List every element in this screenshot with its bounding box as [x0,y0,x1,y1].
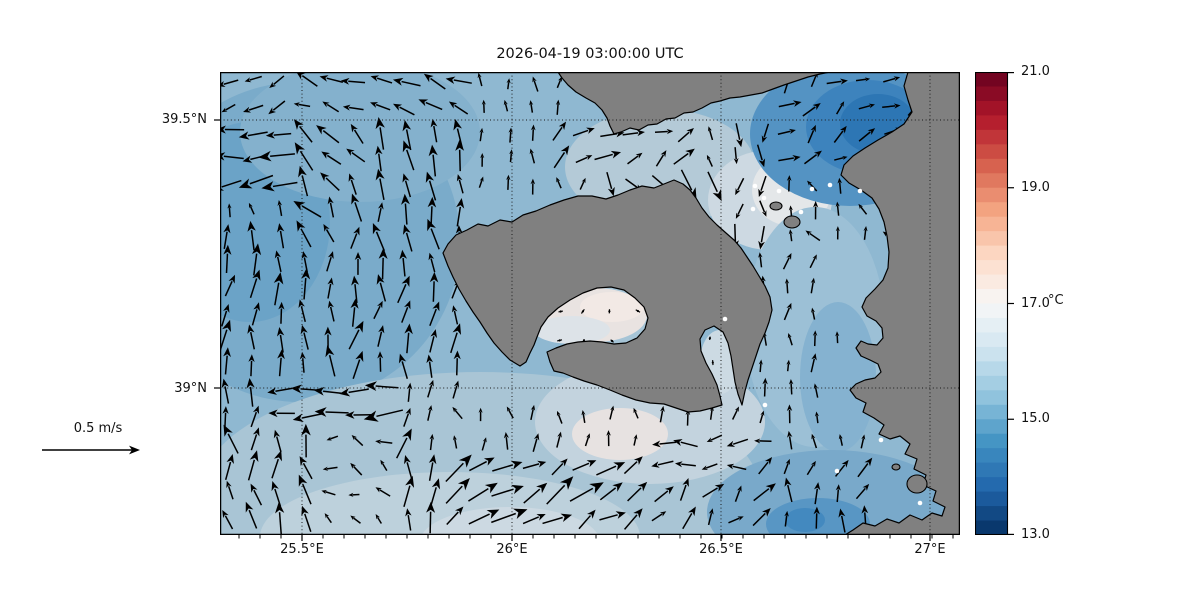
x-tick-label-26e: 26°E [496,542,528,557]
plot-title: 2026-04-19 03:00:00 UTC [496,46,684,62]
colorbar-tick-label: 19.0 [1021,179,1050,195]
x-tick-label-25-5e: 25.5°E [280,542,324,557]
reference-arrow [42,445,140,455]
y-tick-label-39-5n: 39.5°N [161,112,207,127]
map-plot-area [220,72,960,535]
y-axis-ticks [214,119,220,389]
colorbar-unit-label: °C [1048,293,1064,308]
reference-arrow-label: 0.5 m/s [73,421,123,436]
x-tick-label-27e: 27°E [914,542,946,557]
sst-quiver-map [220,72,960,535]
colorbar-tick-label: 21.0 [1021,64,1050,79]
y-tick-label-39n: 39°N [174,381,207,396]
colorbar-tick-label: 17.0 [1021,295,1050,311]
colorbar-tick-label: 13.0 [1021,527,1050,542]
x-axis-ticks [238,535,954,541]
colorbar [975,72,1014,535]
colorbar-tick-label: 15.0 [1021,411,1050,427]
x-tick-label-26-5e: 26.5°E [699,542,743,557]
